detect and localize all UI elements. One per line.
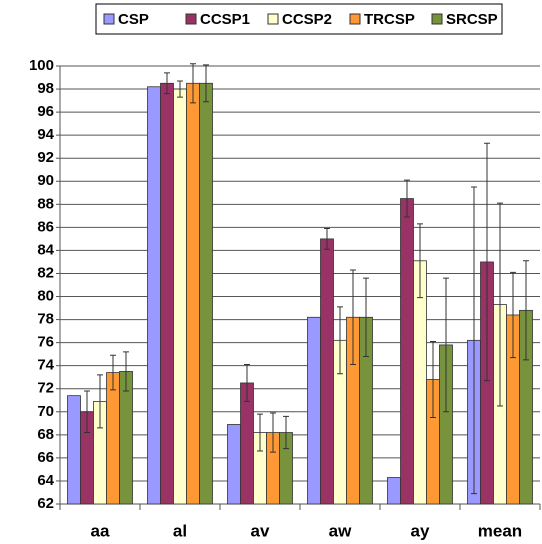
- error-bar: [164, 72, 170, 95]
- bar: [400, 198, 414, 505]
- error-bar: [203, 64, 209, 103]
- legend-label: TRCSP: [364, 11, 415, 28]
- error-bar: [84, 390, 90, 434]
- y-tick-label: 80: [37, 287, 54, 304]
- y-tick-label: 70: [37, 403, 54, 420]
- y-tick-label: 84: [37, 241, 54, 258]
- y-tick-label: 90: [37, 172, 54, 189]
- bar: [227, 424, 241, 505]
- bar: [67, 395, 81, 505]
- error-bar: [283, 415, 289, 450]
- bar: [106, 372, 120, 505]
- error-bar: [270, 412, 276, 453]
- bar: [147, 86, 161, 505]
- legend-label: CCSP2: [282, 11, 332, 28]
- y-tick-label: 82: [37, 264, 54, 281]
- legend-swatch: [103, 13, 115, 25]
- bar: [320, 238, 334, 505]
- error-bar: [484, 142, 490, 382]
- y-tick-label: 100: [29, 57, 54, 74]
- error-bar: [97, 374, 103, 429]
- x-tick-label: al: [173, 521, 187, 540]
- x-tick-label: ay: [411, 521, 430, 540]
- x-tick-label: av: [251, 521, 270, 540]
- y-tick-label: 74: [37, 357, 54, 374]
- bar: [173, 88, 187, 505]
- error-bar: [497, 202, 503, 407]
- error-bar: [324, 228, 330, 250]
- error-bar: [257, 413, 263, 452]
- x-tick-label: aa: [91, 521, 110, 540]
- y-tick-label: 96: [37, 103, 54, 120]
- error-bar: [404, 179, 410, 218]
- error-bar: [363, 277, 369, 357]
- legend-label: CSP: [118, 11, 149, 28]
- x-tick-label: aw: [329, 521, 352, 540]
- error-bar: [244, 364, 250, 402]
- y-tick-label: 64: [37, 472, 54, 489]
- y-tick-label: 62: [37, 495, 54, 512]
- legend-swatch: [349, 13, 361, 25]
- error-bar: [510, 271, 516, 359]
- error-bar: [337, 306, 343, 375]
- legend-swatch: [267, 13, 279, 25]
- error-bar: [523, 260, 529, 361]
- error-bar: [430, 340, 436, 419]
- bar: [387, 477, 401, 505]
- error-bar: [471, 186, 477, 495]
- bar: [186, 82, 200, 505]
- legend-label: CCSP1: [200, 11, 250, 28]
- y-tick-label: 78: [37, 311, 54, 328]
- bar: [307, 316, 321, 505]
- legend-swatch: [431, 13, 443, 25]
- error-bar: [350, 269, 356, 366]
- legend-label: SRCSP: [446, 11, 498, 28]
- error-bar: [417, 223, 423, 299]
- y-tick-label: 76: [37, 334, 54, 351]
- error-bar: [123, 351, 129, 392]
- y-tick-label: 92: [37, 149, 54, 166]
- error-bar: [177, 80, 183, 98]
- bar: [160, 82, 174, 505]
- legend-swatch: [185, 13, 197, 25]
- bar: [199, 82, 213, 505]
- y-tick-label: 72: [37, 380, 54, 397]
- y-tick-label: 88: [37, 195, 54, 212]
- y-tick-label: 94: [37, 126, 54, 143]
- y-tick-label: 66: [37, 449, 54, 466]
- x-tick-label: mean: [478, 521, 522, 540]
- error-bar: [190, 63, 196, 104]
- y-tick-label: 86: [37, 218, 54, 235]
- y-tick-label: 98: [37, 80, 54, 97]
- error-bar: [110, 354, 116, 391]
- error-bar: [443, 277, 449, 413]
- y-tick-label: 68: [37, 426, 54, 443]
